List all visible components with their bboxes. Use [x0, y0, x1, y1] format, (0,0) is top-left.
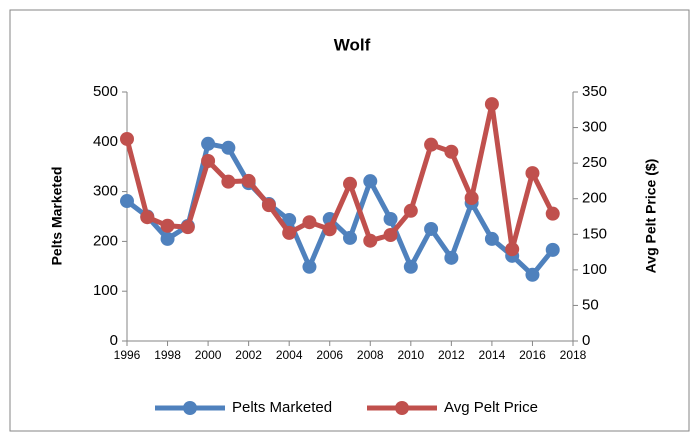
- x-tick-label: 2010: [397, 348, 424, 362]
- series-line: [125, 141, 555, 278]
- data-point: [221, 140, 236, 155]
- data-point: [383, 211, 398, 226]
- data-point: [201, 136, 216, 151]
- y2-tick-label: 100: [582, 261, 607, 278]
- data-point: [444, 250, 459, 265]
- data-point: [322, 222, 337, 237]
- x-tick-label: 2014: [479, 348, 506, 362]
- data-point: [484, 231, 499, 246]
- y2-tick-label: 200: [582, 190, 607, 207]
- data-point: [424, 137, 439, 152]
- legend-marker: [395, 401, 409, 415]
- data-point: [363, 233, 378, 248]
- data-point: [302, 215, 317, 230]
- data-point: [120, 194, 134, 209]
- y-tick-label: 100: [93, 282, 118, 299]
- data-point: [160, 231, 175, 246]
- legend-marker: [183, 401, 197, 415]
- data-point: [525, 166, 540, 181]
- x-tick-label: 2002: [235, 348, 262, 362]
- x-tick-label: 1998: [154, 348, 181, 362]
- data-point: [363, 174, 378, 189]
- y-tick-label: 400: [93, 133, 118, 150]
- data-point: [545, 206, 560, 221]
- y-axis-label: Pelts Marketed: [49, 167, 65, 266]
- x-tick-label: 2018: [560, 348, 587, 362]
- data-point: [444, 144, 459, 159]
- data-point: [282, 225, 297, 240]
- data-point: [343, 230, 357, 245]
- data-point: [140, 210, 155, 225]
- data-point: [403, 259, 418, 274]
- data-point: [302, 259, 317, 274]
- series-line: [124, 101, 555, 252]
- data-point: [201, 154, 216, 169]
- y2-tick-label: 350: [582, 83, 607, 100]
- chart-border: [9, 9, 690, 432]
- data-point: [120, 131, 134, 146]
- legend-label: Avg Pelt Price: [444, 399, 538, 416]
- data-point: [221, 174, 236, 189]
- data-point: [160, 218, 175, 233]
- data-point: [241, 173, 256, 188]
- data-point: [464, 191, 479, 206]
- x-tick-label: 2016: [519, 348, 546, 362]
- y-tick-label: 300: [93, 183, 118, 200]
- data-point: [403, 203, 418, 218]
- data-point: [343, 176, 357, 191]
- x-tick-label: 2004: [276, 348, 303, 362]
- data-point: [261, 198, 276, 213]
- y2-tick-label: 250: [582, 154, 607, 171]
- data-point: [424, 221, 439, 236]
- y-tick-label: 200: [93, 232, 118, 249]
- y-tick-label: 500: [93, 83, 118, 100]
- data-point: [282, 212, 297, 227]
- x-tick-label: 2008: [357, 348, 384, 362]
- y2-tick-label: 0: [582, 332, 590, 349]
- data-point: [505, 242, 520, 257]
- y2-tick-label: 150: [582, 225, 607, 242]
- chart-title: Wolf: [334, 35, 371, 54]
- data-point: [484, 97, 499, 112]
- data-point: [525, 267, 540, 282]
- y2-tick-label: 50: [582, 296, 599, 313]
- y2-tick-label: 300: [582, 119, 607, 136]
- data-point: [180, 220, 195, 235]
- x-tick-label: 2006: [316, 348, 343, 362]
- data-point: [545, 242, 560, 257]
- x-tick-label: 1996: [114, 348, 141, 362]
- data-point: [383, 227, 398, 242]
- legend-label: Pelts Marketed: [232, 399, 332, 416]
- y-tick-label: 0: [110, 332, 118, 349]
- y2-axis-label: Avg Pelt Price ($): [643, 159, 659, 274]
- x-tick-label: 2012: [438, 348, 465, 362]
- x-tick-label: 2000: [195, 348, 222, 362]
